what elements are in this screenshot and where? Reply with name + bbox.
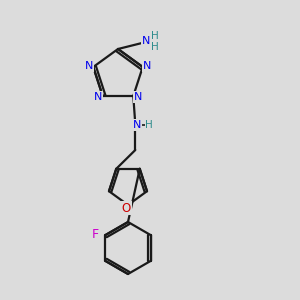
Text: F: F bbox=[92, 229, 99, 242]
Text: N: N bbox=[94, 92, 102, 102]
Text: N: N bbox=[134, 92, 142, 102]
Text: N: N bbox=[85, 61, 94, 71]
Text: N: N bbox=[133, 120, 142, 130]
Text: H: H bbox=[146, 120, 153, 130]
Text: H: H bbox=[151, 42, 159, 52]
Text: O: O bbox=[122, 202, 130, 214]
Text: H: H bbox=[151, 31, 159, 41]
Text: N: N bbox=[142, 36, 150, 46]
Text: N: N bbox=[142, 61, 151, 71]
